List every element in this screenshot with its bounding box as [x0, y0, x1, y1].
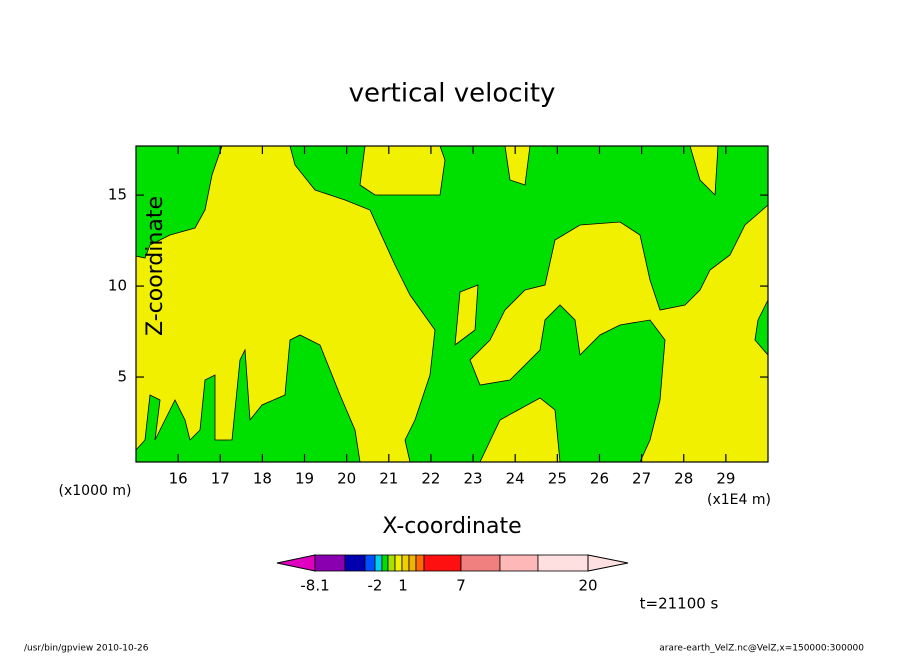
colorbar-label: 1	[398, 577, 408, 595]
x-tick-label: 25	[548, 470, 567, 488]
contour-field	[135, 145, 769, 463]
field-region	[454, 284, 479, 346]
colorbar-segment	[401, 554, 410, 572]
x-axis-label: X-coordinate	[382, 514, 521, 539]
colorbar-segment	[394, 554, 403, 572]
colorbar-label: -2	[368, 577, 383, 595]
y-tick-label: 15	[108, 186, 127, 204]
colorbar-segment	[423, 554, 462, 572]
colorbar-end	[587, 554, 629, 572]
field-region	[135, 334, 361, 463]
x-tick-label: 26	[590, 470, 609, 488]
x-tick-label: 17	[211, 470, 230, 488]
x-axis-unit: (x1E4 m)	[707, 492, 771, 508]
colorbar-segment	[415, 554, 425, 572]
y-axis-unit: (x1000 m)	[59, 483, 132, 499]
plot-frame	[135, 145, 769, 463]
x-tick-label: 20	[337, 470, 356, 488]
chart-title: vertical velocity	[349, 79, 556, 109]
x-tick-label: 18	[253, 470, 272, 488]
x-tick-label: 22	[421, 470, 440, 488]
x-tick-label: 19	[295, 470, 314, 488]
y-tick-label: 10	[108, 277, 127, 295]
colorbar-segment	[408, 554, 417, 572]
x-tick-label: 21	[379, 470, 398, 488]
colorbar-end	[276, 554, 316, 572]
time-label: t=21100 s	[640, 595, 719, 613]
colorbar-segment	[314, 554, 346, 572]
colorbar-segment	[381, 554, 389, 572]
x-tick-label: 16	[169, 470, 188, 488]
colorbar-label: 7	[456, 577, 466, 595]
colorbar-label: 20	[578, 577, 597, 595]
x-tick-label: 29	[716, 470, 735, 488]
colorbar-segment	[499, 554, 539, 572]
colorbar-label: -8.1	[300, 577, 329, 595]
colorbar-segment	[344, 554, 366, 572]
colorbar-segment	[460, 554, 501, 572]
y-axis-label: Z-coordinate	[143, 196, 168, 336]
footer-right: arare-earth_VelZ.nc@VelZ,x=150000:300000	[659, 644, 864, 654]
y-tick-label: 5	[117, 368, 127, 386]
x-tick-label: 23	[464, 470, 483, 488]
x-tick-label: 27	[632, 470, 651, 488]
x-tick-label: 28	[674, 470, 693, 488]
colorbar-segment	[374, 554, 383, 572]
field-region	[135, 145, 223, 259]
x-tick-label: 24	[506, 470, 525, 488]
colorbar-segment	[537, 554, 589, 572]
colorbar-segment	[364, 554, 376, 572]
footer-left: /usr/bin/gpview 2010-10-26	[24, 644, 149, 654]
colorbar-segment	[387, 554, 396, 572]
